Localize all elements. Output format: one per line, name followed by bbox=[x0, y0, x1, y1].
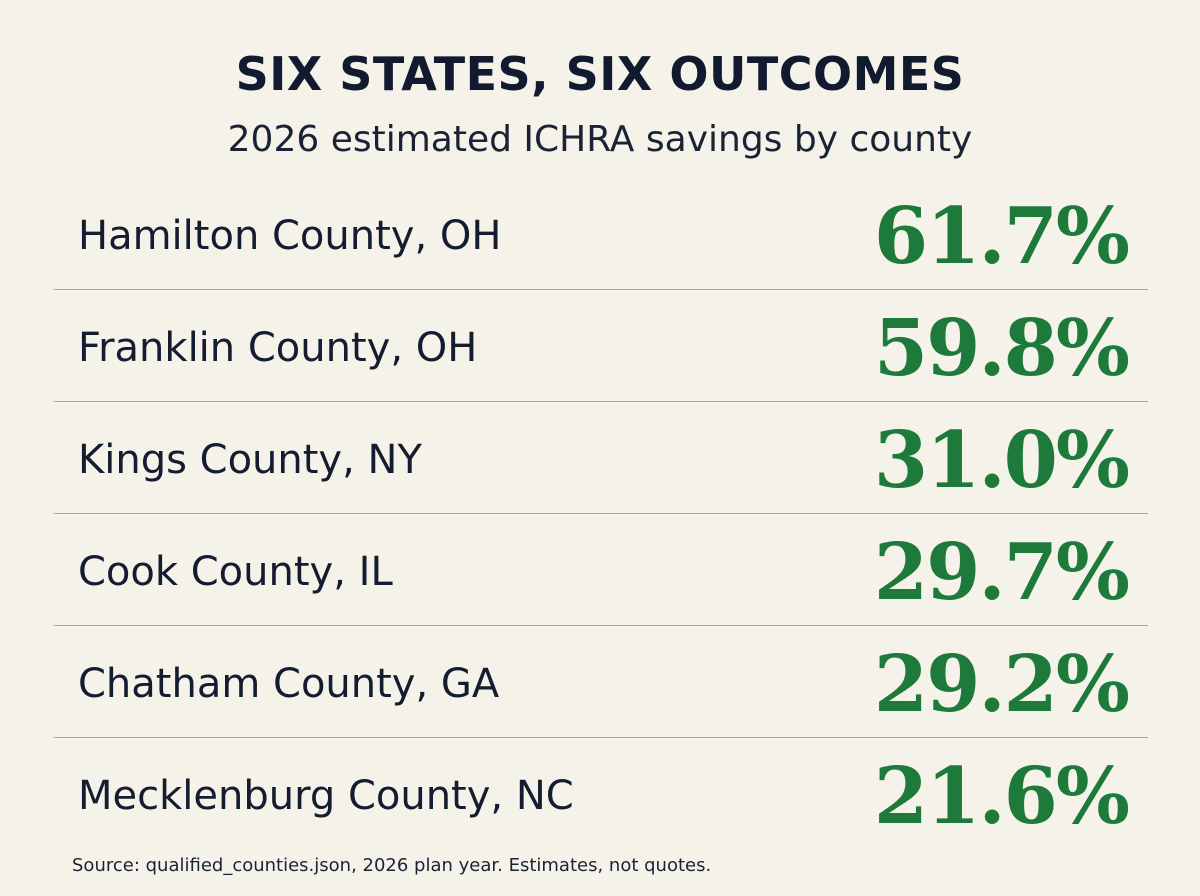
savings-value: 21.6% bbox=[873, 751, 1130, 842]
county-label: Cook County, IL bbox=[78, 549, 393, 595]
savings-table: Hamilton County, OH 61.7% Franklin County,… bbox=[54, 178, 1148, 850]
table-row: Mecklenburg County, NC 21.6% bbox=[54, 738, 1148, 850]
chart-title: SIX STATES, SIX OUTCOMES bbox=[235, 47, 965, 101]
county-label: Hamilton County, OH bbox=[78, 213, 502, 259]
county-label: Franklin County, OH bbox=[78, 325, 478, 371]
savings-value: 29.2% bbox=[873, 639, 1130, 730]
table-row: Franklin County, OH 59.8% bbox=[54, 290, 1148, 402]
table-row: Chatham County, GA 29.2% bbox=[54, 626, 1148, 738]
county-label: Kings County, NY bbox=[78, 437, 422, 483]
savings-value: 29.7% bbox=[873, 527, 1130, 618]
savings-value: 61.7% bbox=[873, 191, 1130, 282]
source-note: Source: qualified_counties.json, 2026 pl… bbox=[72, 855, 712, 876]
table-row: Hamilton County, OH 61.7% bbox=[54, 178, 1148, 290]
table-row: Cook County, IL 29.7% bbox=[54, 514, 1148, 626]
county-label: Chatham County, GA bbox=[78, 661, 500, 707]
savings-value: 59.8% bbox=[873, 303, 1130, 394]
savings-value: 31.0% bbox=[873, 415, 1130, 506]
county-label: Mecklenburg County, NC bbox=[78, 773, 574, 819]
chart-subtitle: 2026 estimated ICHRA savings by county bbox=[227, 119, 973, 160]
table-row: Kings County, NY 31.0% bbox=[54, 402, 1148, 514]
